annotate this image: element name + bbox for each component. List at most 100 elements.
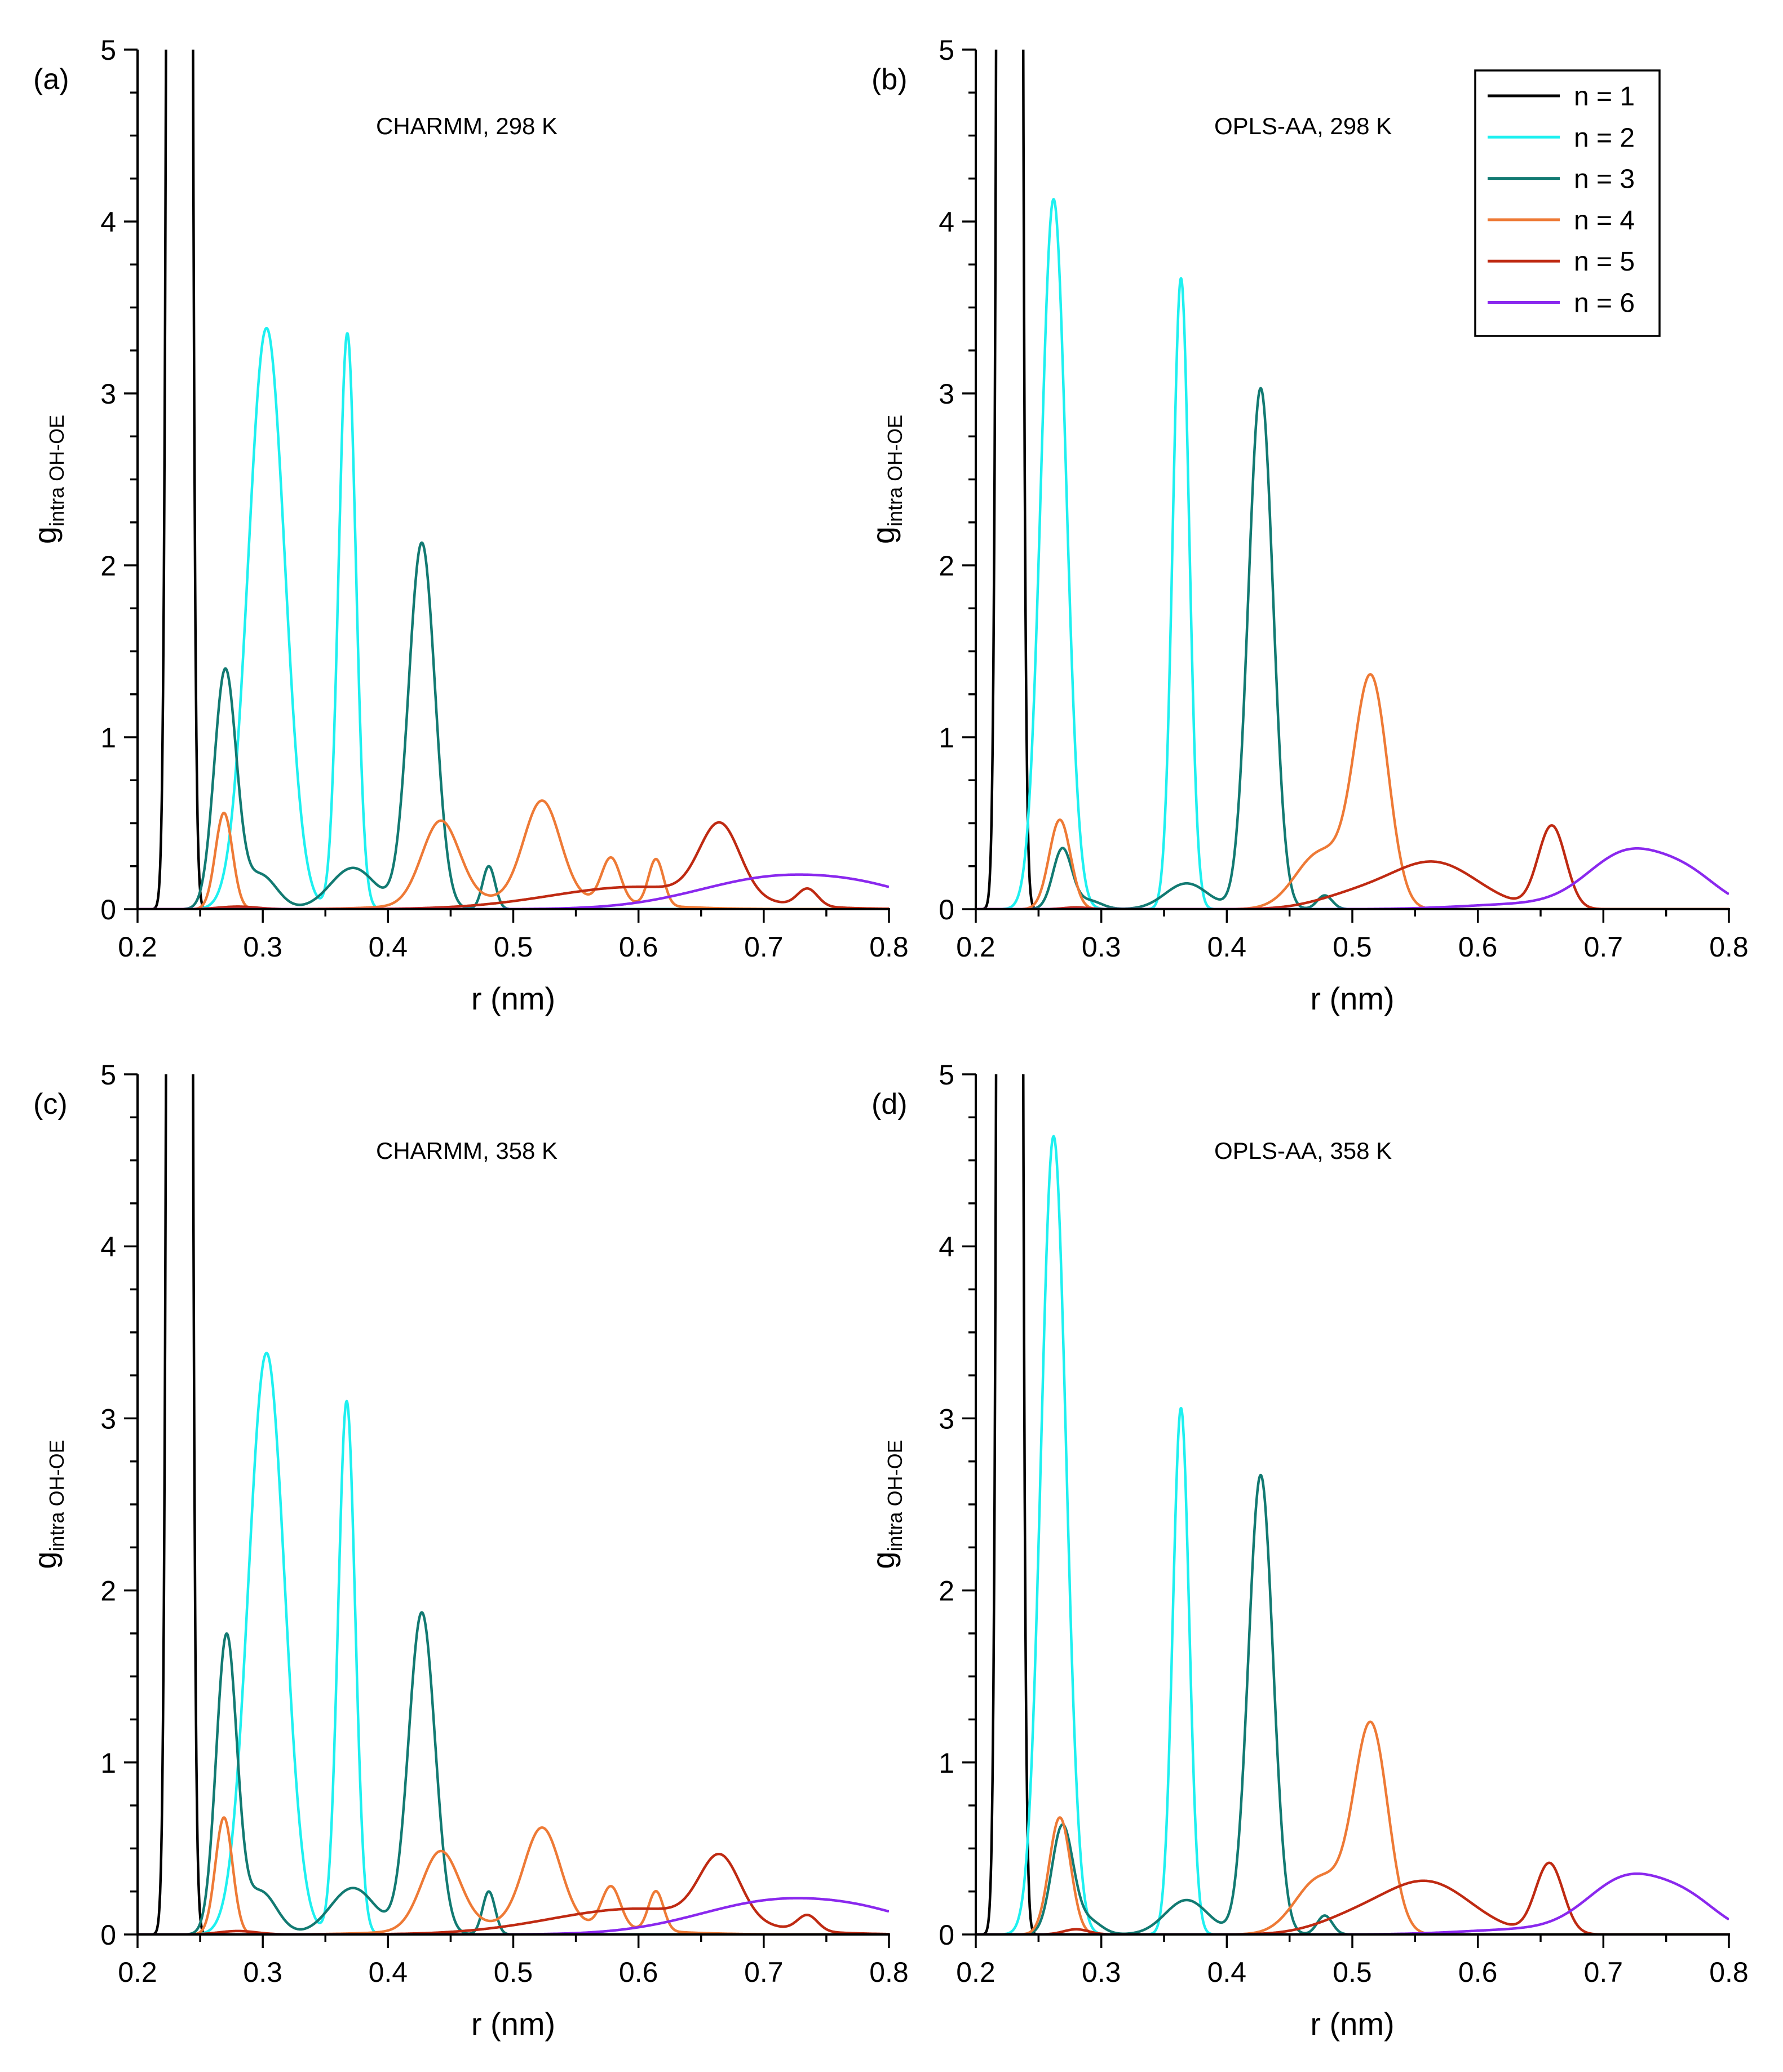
panel-b: 0.2 0.3 0.4 0.5 0.6 0.7 0.8 0 1 2 3 4 5 r (nm) gintra … [865, 34, 1749, 1016]
x-tick-label: 0.2 [956, 1956, 996, 1988]
x-tick-label: 0.8 [869, 931, 909, 963]
series-line-n-3 [138, 541, 889, 909]
x-axis-title: r (nm) [1310, 2006, 1394, 2042]
x-tick-label: 0.3 [243, 1956, 282, 1988]
series-line-n-2 [138, 1352, 889, 1934]
x-tick-label: 0.4 [1207, 931, 1247, 963]
series-line-n-6 [138, 1897, 889, 1934]
y-axis-title-main: g [27, 1551, 63, 1569]
series-line-n-1 [138, 1074, 889, 1934]
x-tick-label: 0.6 [619, 1956, 658, 1988]
panel-title: OPLS-AA, 358 K [1214, 1137, 1392, 1164]
x-tick-label: 0.7 [744, 1956, 784, 1988]
y-tick-label: 1 [939, 1747, 954, 1779]
panel-title: CHARMM, 298 K [376, 113, 558, 139]
x-tick-label: 0.6 [1458, 931, 1498, 963]
series-line-n-3 [976, 1473, 1729, 1934]
y-tick-label: 3 [939, 378, 954, 410]
x-tick-label: 0.3 [243, 931, 282, 963]
series-line-n-6 [138, 873, 889, 909]
y-axis-title-sub: intra OH-OE [45, 1440, 68, 1551]
x-tick-label: 0.5 [1333, 1956, 1372, 1988]
series-line-n-2 [976, 1135, 1729, 1934]
x-tick-label: 0.6 [619, 931, 658, 963]
y-axis-title-main: g [865, 1551, 901, 1569]
x-axis-title: r (nm) [471, 2006, 555, 2042]
y-axis-title-main: g [865, 526, 901, 544]
panel-title: OPLS-AA, 298 K [1214, 113, 1392, 139]
panel-title: CHARMM, 358 K [376, 1137, 558, 1164]
series-line-n-2 [138, 326, 889, 909]
x-tick-label: 0.5 [1333, 931, 1372, 963]
y-tick-label: 2 [939, 1575, 954, 1607]
legend-label-n-4: n = 4 [1574, 206, 1635, 236]
x-tick-label: 0.3 [1082, 1956, 1121, 1988]
series-line-n-4 [976, 673, 1729, 909]
series-line-n-3 [976, 387, 1729, 909]
x-tick-label: 0.7 [744, 931, 784, 963]
legend-label-n-2: n = 2 [1574, 123, 1635, 153]
legend-label-n-6: n = 6 [1574, 289, 1635, 318]
panel-letter: (b) [871, 63, 908, 96]
y-tick-label: 3 [100, 1403, 116, 1435]
panel-d: 0.2 0.3 0.4 0.5 0.6 0.7 0.8 0 1 2 3 4 5 r (nm) gintra … [865, 1059, 1749, 2042]
y-tick-label: 0 [100, 1919, 116, 1951]
y-tick-label: 4 [939, 1231, 954, 1263]
legend-label-n-3: n = 3 [1574, 165, 1635, 194]
y-tick-label: 0 [100, 894, 116, 926]
x-tick-label: 0.2 [118, 931, 157, 963]
series-line-n-5 [976, 1861, 1729, 1934]
y-tick-label: 5 [100, 34, 116, 66]
y-tick-label: 0 [939, 894, 954, 926]
x-tick-label: 0.4 [369, 1956, 408, 1988]
y-axis-title: gintra OH-OE [865, 415, 906, 544]
x-tick-label: 0.7 [1584, 1956, 1623, 1988]
y-tick-label: 4 [939, 206, 954, 238]
y-tick-label: 4 [100, 206, 116, 238]
series-line-n-1 [976, 1074, 1729, 1934]
y-tick-label: 2 [100, 1575, 116, 1607]
y-tick-label: 5 [939, 34, 954, 66]
panel-letter: (c) [33, 1088, 68, 1121]
y-tick-label: 4 [100, 1231, 116, 1263]
panel-letter: (a) [33, 63, 69, 96]
y-tick-label: 1 [939, 722, 954, 754]
series-group [976, 1074, 1729, 1934]
series-line-n-4 [138, 799, 889, 909]
x-tick-label: 0.8 [1709, 1956, 1749, 1988]
x-axis-title: r (nm) [1310, 981, 1394, 1016]
x-tick-label: 0.5 [494, 931, 533, 963]
y-tick-label: 3 [939, 1403, 954, 1435]
x-tick-label: 0.3 [1082, 931, 1121, 963]
y-tick-label: 2 [939, 550, 954, 582]
x-axis-title: r (nm) [471, 981, 555, 1016]
x-tick-label: 0.8 [1709, 931, 1749, 963]
legend-box [1474, 69, 1661, 337]
series-group [138, 1074, 889, 1934]
y-axis-title: gintra OH-OE [27, 415, 68, 544]
y-axis-title-sub: intra OH-OE [883, 415, 906, 526]
x-tick-label: 0.4 [369, 931, 408, 963]
x-tick-label: 0.5 [494, 1956, 533, 1988]
x-tick-label: 0.8 [869, 1956, 909, 1988]
y-axis-title-main: g [27, 526, 63, 544]
y-tick-label: 0 [939, 1919, 954, 1951]
y-axis-title: gintra OH-OE [27, 1440, 68, 1569]
x-tick-label: 0.4 [1207, 1956, 1247, 1988]
x-tick-label: 0.7 [1584, 931, 1623, 963]
series-line-n-5 [138, 1852, 889, 1934]
y-tick-label: 1 [100, 1747, 116, 1779]
panel-letter: (d) [871, 1088, 908, 1121]
y-axis-title-sub: intra OH-OE [883, 1440, 906, 1551]
y-tick-label: 3 [100, 378, 116, 410]
y-tick-label: 5 [939, 1059, 954, 1091]
series-line-n-6 [976, 1872, 1729, 1934]
y-axis-title-sub: intra OH-OE [45, 415, 68, 526]
series-line-n-4 [976, 1720, 1729, 1934]
x-tick-label: 0.2 [118, 1956, 157, 1988]
legend: n = 1 n = 2 n = 3 n = 4 n = 5 n = 6 [1474, 69, 1661, 337]
legend-label-n-5: n = 5 [1574, 247, 1635, 277]
